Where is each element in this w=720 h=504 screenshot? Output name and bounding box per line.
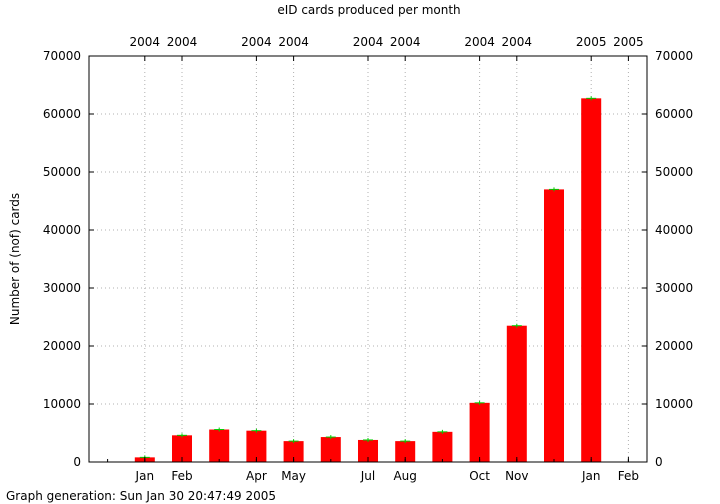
bar <box>581 98 602 462</box>
x-tick-label: May <box>281 469 306 483</box>
y-tick-label-right: 0 <box>655 455 663 469</box>
y-tick-label-right: 20000 <box>655 339 693 353</box>
bar <box>506 325 527 462</box>
y-tick-label-right: 10000 <box>655 397 693 411</box>
chart-title: eID cards produced per month <box>277 3 460 17</box>
x2-tick-label: 2004 <box>464 35 495 49</box>
x-tick-label: Jan <box>135 469 155 483</box>
y-tick-label-left: 20000 <box>43 339 81 353</box>
y-tick-label-right: 60000 <box>655 107 693 121</box>
y-tick-label-left: 0 <box>73 455 81 469</box>
x-tick-label: Jul <box>360 469 375 483</box>
bar <box>432 431 453 462</box>
ticks-layer: 0 0 10000 10000 20000 20000 30000 30000 40000 400… <box>43 35 693 483</box>
y-tick-label-right: 30000 <box>655 281 693 295</box>
y-tick-label-right: 50000 <box>655 165 693 179</box>
x-tick-label: Oct <box>469 469 490 483</box>
y-tick-label-right: 70000 <box>655 49 693 63</box>
x2-tick-label: 2004 <box>167 35 198 49</box>
y-tick-label-left: 30000 <box>43 281 81 295</box>
x2-tick-label: 2004 <box>278 35 309 49</box>
y-tick-label-left: 10000 <box>43 397 81 411</box>
bar <box>358 439 378 462</box>
x-tick-label: Feb <box>171 469 192 483</box>
bar <box>469 402 490 462</box>
y-tick-label-left: 60000 <box>43 107 81 121</box>
x-tick-label: Apr <box>246 469 267 483</box>
x2-tick-label: 2004 <box>353 35 384 49</box>
bar <box>246 430 267 462</box>
footer-timestamp: Graph generation: Sun Jan 30 20:47:49 20… <box>6 489 276 503</box>
x-tick-label: Nov <box>505 469 528 483</box>
bar <box>283 441 304 462</box>
y-tick-label-right: 40000 <box>655 223 693 237</box>
bar <box>209 429 230 462</box>
x2-tick-label: 2004 <box>130 35 161 49</box>
x2-tick-label: 2005 <box>613 35 644 49</box>
bar <box>395 441 416 462</box>
x2-tick-label: 2004 <box>502 35 533 49</box>
x-tick-label: Jan <box>581 469 601 483</box>
x2-tick-label: 2004 <box>390 35 421 49</box>
x2-tick-label: 2004 <box>241 35 272 49</box>
bar <box>172 435 192 462</box>
y-tick-label-left: 50000 <box>43 165 81 179</box>
y-axis-label: Number of (nof) cards <box>8 193 22 325</box>
bars-layer <box>134 96 602 462</box>
y-tick-label-left: 40000 <box>43 223 81 237</box>
x-tick-label: Aug <box>393 469 416 483</box>
y-tick-label-left: 70000 <box>43 49 81 63</box>
bar <box>320 437 341 462</box>
bar <box>544 189 564 462</box>
x2-tick-label: 2005 <box>576 35 607 49</box>
x-tick-label: Feb <box>618 469 639 483</box>
